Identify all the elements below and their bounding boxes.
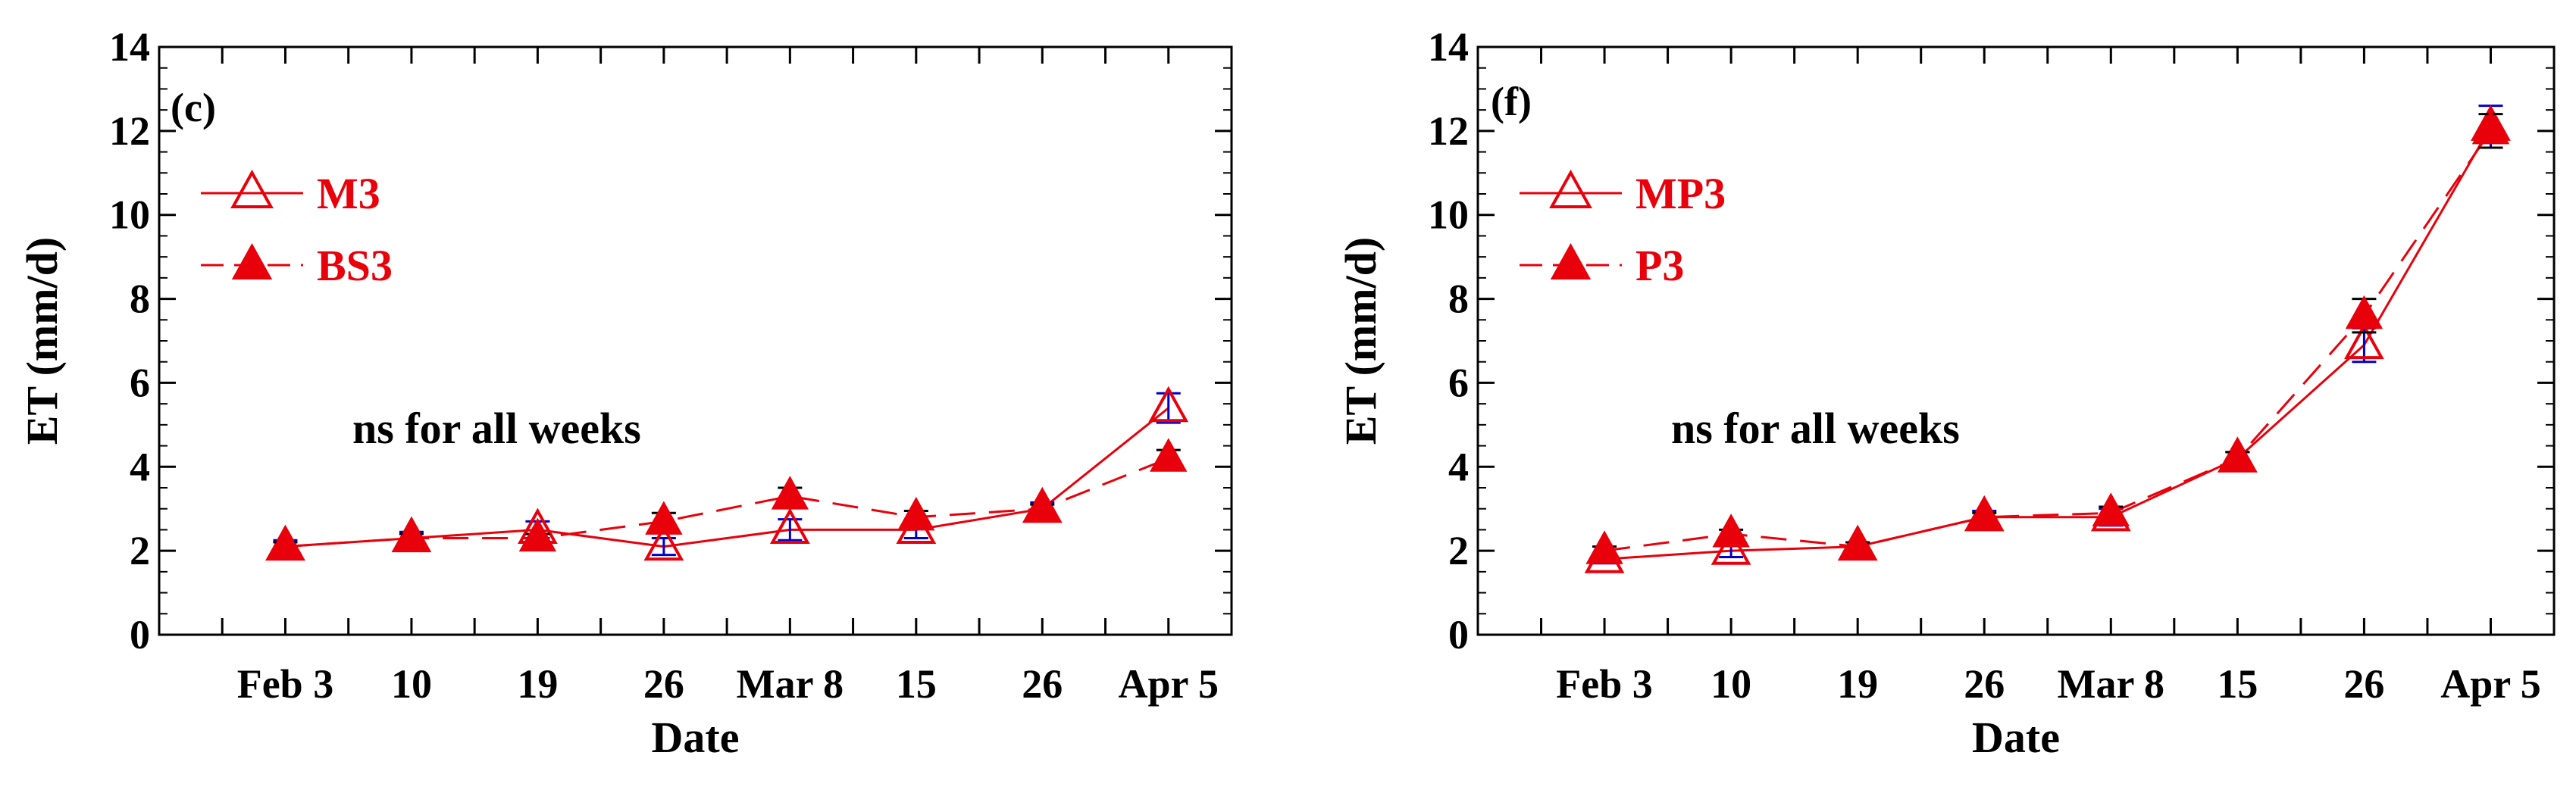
x-tick-label: Mar 8 xyxy=(737,661,844,707)
series-BS3 xyxy=(266,438,1188,560)
annotation-text: ns for all weeks xyxy=(1671,404,1960,453)
data-point xyxy=(2092,492,2130,526)
data-point xyxy=(393,517,430,552)
x-tick-label: Apr 5 xyxy=(2440,661,2541,707)
error-bar xyxy=(651,537,676,557)
x-tick-label: 10 xyxy=(1711,661,1751,707)
series-P3 xyxy=(1585,110,2510,564)
error-bar xyxy=(1156,392,1181,424)
x-tick-label: Feb 3 xyxy=(237,661,334,707)
data-point xyxy=(518,517,557,552)
y-tick-label: 12 xyxy=(109,108,150,154)
x-tick-label: Apr 5 xyxy=(1118,661,1219,707)
data-point xyxy=(645,501,683,535)
data-point xyxy=(1150,438,1188,472)
x-tick-label: 19 xyxy=(1837,661,1878,707)
y-axis-title: ET (mm/d) xyxy=(17,237,67,445)
data-point xyxy=(1023,488,1061,523)
legend-item: P3 xyxy=(1520,241,1684,290)
data-point xyxy=(1712,514,1750,548)
x-tick-label: 26 xyxy=(2343,661,2384,707)
data-point xyxy=(2344,323,2384,360)
data-point xyxy=(1148,386,1189,423)
x-tick-label: 26 xyxy=(643,661,684,707)
x-axis-title: Date xyxy=(1972,713,2060,762)
y-tick-label: 6 xyxy=(130,360,150,405)
data-point xyxy=(2218,438,2257,472)
y-tick-label: 6 xyxy=(1448,360,1469,405)
plot-frame xyxy=(158,45,1233,636)
series-line xyxy=(285,407,1169,548)
legend-marker xyxy=(230,169,274,208)
legend-label: BS3 xyxy=(317,241,393,290)
y-tick-label: 4 xyxy=(130,444,150,489)
legend-item: MP3 xyxy=(1520,169,1726,218)
y-tick-label: 12 xyxy=(1428,108,1469,154)
data-point xyxy=(2345,295,2384,329)
panel-label: (c) xyxy=(171,85,216,130)
x-tick-label: 10 xyxy=(391,661,432,707)
legend-label: MP3 xyxy=(1635,169,1726,218)
x-tick-label: Mar 8 xyxy=(2058,661,2164,707)
error-bar xyxy=(778,518,803,542)
y-tick-label: 2 xyxy=(1448,528,1469,573)
annotation-text: ns for all weeks xyxy=(352,404,641,453)
panel-label: (f) xyxy=(1491,79,1532,124)
y-tick-label: 4 xyxy=(1448,444,1469,489)
series-line xyxy=(1604,130,2492,552)
y-tick-label: 0 xyxy=(130,612,150,657)
x-tick-label: 15 xyxy=(2217,661,2258,707)
series-line xyxy=(1604,126,2492,560)
data-point xyxy=(897,496,935,531)
y-tick-label: 14 xyxy=(109,24,150,70)
legend-item: M3 xyxy=(201,169,380,218)
data-point xyxy=(1839,526,1876,560)
y-tick-label: 10 xyxy=(1428,192,1469,238)
chart-panel-2: 0 2 4 6 8 10 12 14 Feb 3 10 19 26 Mar 8 15 26 Apr 5 Date… xyxy=(1336,24,2556,762)
y-tick-label: 14 xyxy=(1428,24,1469,70)
y-tick-label: 2 xyxy=(130,528,150,573)
legend-label: P3 xyxy=(1635,241,1684,290)
data-point xyxy=(1585,530,1623,564)
data-point xyxy=(2471,110,2510,145)
data-point xyxy=(769,507,810,544)
data-point xyxy=(643,524,684,561)
y-tick-label: 8 xyxy=(130,276,150,322)
legend-marker xyxy=(231,242,273,279)
x-tick-label: 19 xyxy=(517,661,558,707)
legend-label: M3 xyxy=(317,169,380,218)
x-tick-label: Feb 3 xyxy=(1556,661,1653,707)
y-tick-label: 8 xyxy=(1448,276,1469,322)
y-tick-label: 10 xyxy=(109,192,150,238)
plot-frame xyxy=(1476,45,2556,636)
series-line xyxy=(285,457,1169,548)
x-tick-label: 15 xyxy=(896,661,937,707)
legend-item: BS3 xyxy=(201,241,393,290)
data-point xyxy=(771,476,809,510)
y-tick-label: 0 xyxy=(1448,612,1469,657)
legend-marker xyxy=(1549,169,1592,208)
x-tick-label: 26 xyxy=(1022,661,1063,707)
data-point xyxy=(1965,496,2003,531)
legend-marker xyxy=(1550,242,1592,279)
data-point xyxy=(1711,529,1751,565)
chart-panel-1: 0 2 4 6 8 10 12 14 Feb 3 10 19 26 Mar 8 15 26 Apr 5 Date… xyxy=(17,24,1233,762)
y-axis-title: ET (mm/d) xyxy=(1336,237,1385,445)
x-tick-label: 26 xyxy=(1964,661,2005,707)
x-axis-title: Date xyxy=(652,713,740,762)
data-point xyxy=(266,526,305,560)
